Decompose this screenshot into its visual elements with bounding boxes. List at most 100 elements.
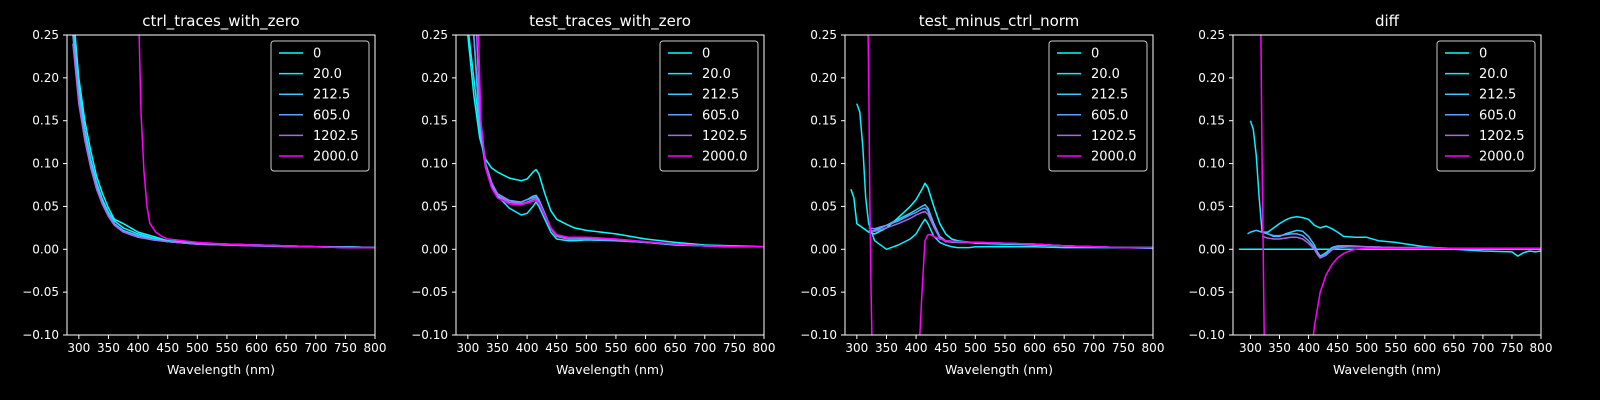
legend-label: 1202.5 [1479, 129, 1525, 144]
plot-area [467, 35, 764, 248]
chart-panel-3: test_minus_ctrl_norm 300 350 400 450 500 550 60… [800, 12, 1164, 377]
series-line-2000-0 [138, 35, 375, 249]
legend: 0 20.0 212.5 605.0 1202.5 2000.0 [1048, 40, 1148, 172]
legend-label: 0 [702, 47, 710, 62]
axes-frame [1232, 34, 1542, 336]
legend-label: 212.5 [1091, 88, 1128, 103]
x-tick-label: 550 [1384, 341, 1407, 355]
axes-frame [844, 34, 1154, 336]
x-tick-label: 300 [456, 341, 479, 355]
x-tick-label: 300 [845, 341, 868, 355]
y-tick-label: 0.20 [32, 71, 59, 85]
legend: 0 20.0 212.5 605.0 1202.5 2000.0 [659, 40, 759, 172]
chart-title: test_minus_ctrl_norm [919, 12, 1080, 31]
legend-label: 0 [1479, 47, 1487, 62]
x-tick-label: 750 [723, 341, 746, 355]
legend-label: 212.5 [702, 88, 739, 103]
series-line-0 [467, 35, 764, 248]
y-tick-label: 0.25 [810, 28, 837, 42]
legend: 0 20.0 212.5 605.0 1202.5 2000.0 [1436, 40, 1536, 172]
x-tick-label: 800 [364, 341, 387, 355]
y-tick-label: 0.10 [32, 157, 59, 171]
series-line-212-5 [868, 203, 1153, 249]
y-tick-label: 0.05 [1198, 199, 1225, 213]
x-tick-label: 400 [127, 341, 150, 355]
y-tick-label: −0.05 [411, 285, 448, 299]
plot-area [1238, 35, 1541, 335]
x-tick-label: 500 [964, 341, 987, 355]
legend-label: 20.0 [1479, 67, 1508, 82]
y-tick-label: −0.10 [22, 328, 59, 342]
chart-title: ctrl_traces_with_zero [142, 12, 299, 31]
x-axis-label: Wavelength (nm) [167, 362, 275, 377]
legend-label: 212.5 [1479, 88, 1516, 103]
x-tick-label: 500 [1355, 341, 1378, 355]
chart-panel-4: diff 300 350 400 450 500 550 600 650 700 750 800 −0.… [1188, 12, 1552, 377]
axes-frame [66, 34, 376, 336]
x-tick-label: 500 [186, 341, 209, 355]
legend-label: 20.0 [313, 67, 342, 82]
y-tick-label: −0.05 [800, 285, 837, 299]
series-line-1202-5 [72, 43, 375, 249]
legend-label: 1202.5 [313, 129, 359, 144]
x-tick-label: 650 [275, 341, 298, 355]
legend-label: 212.5 [313, 88, 350, 103]
legend-label: 605.0 [1479, 108, 1516, 123]
y-tick-label: 0.15 [32, 114, 59, 128]
y-tick-label: 0.15 [1198, 114, 1225, 128]
y-tick-label: −0.05 [1188, 285, 1225, 299]
legend: 0 20.0 212.5 605.0 1202.5 2000.0 [270, 40, 370, 172]
x-tick-label: 700 [1471, 341, 1494, 355]
y-tick-label: 0.25 [32, 28, 59, 42]
chart-panel-1: ctrl_traces_with_zero 300 350 400 450 500 550 6… [22, 12, 387, 377]
series-line-2000-0 [477, 35, 764, 248]
x-tick-label: 750 [1500, 341, 1523, 355]
y-tick-label: 0.10 [1198, 157, 1225, 171]
x-tick-label: 750 [334, 341, 357, 355]
x-tick-label: 650 [664, 341, 687, 355]
x-tick-label: 700 [693, 341, 716, 355]
series-line-2000-0 [867, 35, 1153, 335]
x-tick-label: 650 [1442, 341, 1465, 355]
x-tick-label: 650 [1053, 341, 1076, 355]
y-tick-label: 0.00 [1198, 242, 1225, 256]
series-line-2000-0 [1260, 35, 1541, 335]
y-tick-label: 0.20 [421, 71, 448, 85]
y-tick-label: 0.15 [810, 114, 837, 128]
legend-label: 2000.0 [1479, 150, 1525, 165]
y-tick-label: 0.20 [810, 71, 837, 85]
chart-title: diff [1375, 12, 1400, 30]
series-line-1202-5 [868, 210, 1153, 249]
y-tick-label: 0.10 [421, 157, 448, 171]
series-line-605-0 [868, 207, 1153, 249]
legend-label: 0 [1091, 47, 1099, 62]
chart-panel-2: test_traces_with_zero 300 350 400 450 500 550 6… [411, 12, 775, 377]
legend-label: 0 [313, 47, 321, 62]
x-tick-label: 800 [753, 341, 776, 355]
y-tick-label: −0.10 [411, 328, 448, 342]
y-tick-label: 0.25 [421, 28, 448, 42]
x-axis-label: Wavelength (nm) [1333, 362, 1441, 377]
x-tick-label: 450 [1326, 341, 1349, 355]
x-tick-label: 300 [67, 341, 90, 355]
axes-frame [455, 34, 765, 336]
y-tick-label: 0.05 [810, 199, 837, 213]
x-tick-label: 600 [1413, 341, 1436, 355]
chart-title: test_traces_with_zero [529, 12, 691, 31]
plot-area [72, 35, 375, 249]
y-tick-label: 0.00 [810, 242, 837, 256]
x-axis-label: Wavelength (nm) [945, 362, 1053, 377]
x-tick-label: 450 [545, 341, 568, 355]
x-tick-label: 550 [215, 341, 238, 355]
y-tick-label: −0.05 [22, 285, 59, 299]
x-tick-label: 400 [905, 341, 928, 355]
y-tick-label: −0.10 [1188, 328, 1225, 342]
x-tick-label: 300 [1239, 341, 1262, 355]
x-tick-label: 600 [634, 341, 657, 355]
y-tick-label: 0.20 [1198, 71, 1225, 85]
x-tick-label: 350 [875, 341, 898, 355]
x-tick-label: 700 [1082, 341, 1105, 355]
y-tick-label: −0.10 [800, 328, 837, 342]
y-tick-label: 0.15 [421, 114, 448, 128]
